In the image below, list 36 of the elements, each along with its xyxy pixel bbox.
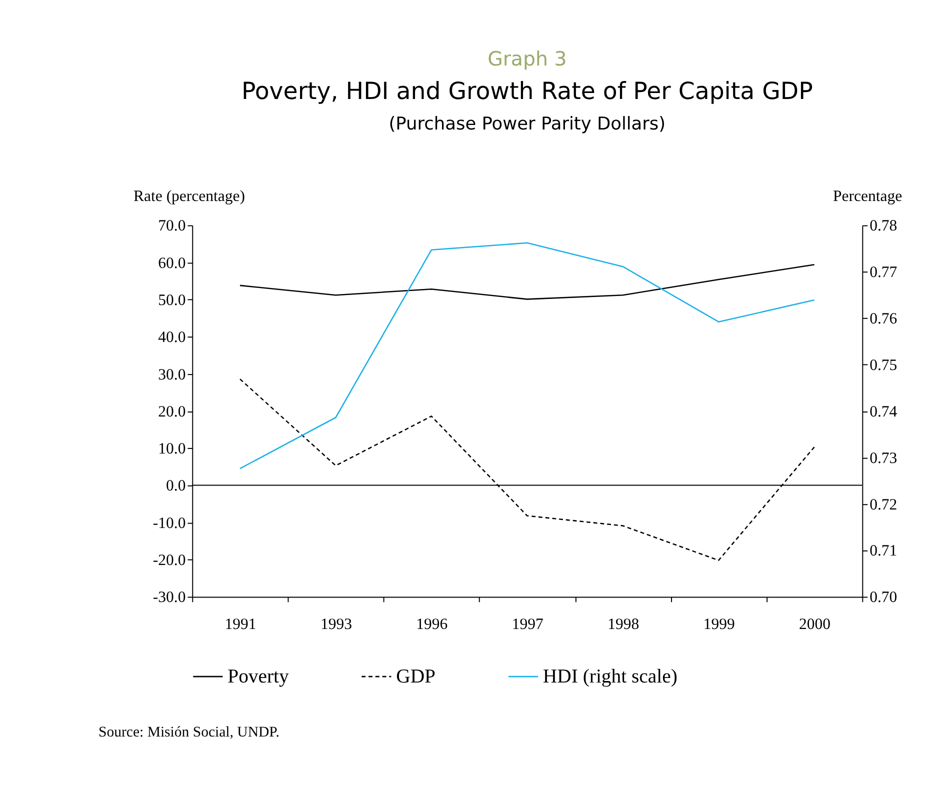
y-tick-label: 30.0: [158, 366, 186, 384]
x-tick-label: 1991: [224, 616, 256, 633]
y2-tick-label: 0.71: [870, 542, 898, 560]
x-tick-label: 2000: [799, 616, 831, 633]
y2-tick-label: 0.76: [870, 310, 898, 328]
y2-axis-title: Percentage: [832, 188, 902, 206]
y-tick-label: 20.0: [158, 403, 186, 420]
chart-title: Poverty, HDI and Growth Rate of Per Capita GDP: [241, 77, 813, 106]
y2-tick-label: 0.77: [870, 264, 898, 282]
legend-label: Poverty: [228, 665, 290, 688]
y2-tick-label: 0.73: [870, 450, 898, 467]
y2-tick-label: 0.72: [870, 496, 898, 514]
y-tick-label: 60.0: [158, 254, 186, 272]
y2-tick-label: 0.78: [870, 218, 898, 235]
y-tick-label: 50.0: [158, 292, 186, 309]
y-tick-label: 70.0: [158, 218, 186, 235]
x-tick-label: 1993: [320, 616, 352, 633]
source-note: Source: Misión Social, UNDP.: [98, 724, 280, 741]
y2-tick-label: 0.74: [870, 403, 898, 420]
x-tick-label: 1999: [703, 616, 735, 633]
y2-tick-label: 0.70: [870, 589, 898, 606]
x-tick-label: 1997: [512, 616, 544, 633]
y2-tick-label: 0.75: [870, 356, 898, 374]
y-tick-label: -20.0: [152, 552, 186, 570]
caption: Graph 3: [488, 48, 567, 71]
y-tick-label: 40.0: [158, 329, 186, 346]
legend-label: GDP: [396, 665, 436, 688]
y-tick-label: 10.0: [158, 440, 186, 458]
chart-subtitle: (Purchase Power Parity Dollars): [388, 114, 666, 135]
y-axis-title: Rate (percentage): [134, 188, 246, 206]
y-tick-label: -30.0: [152, 589, 186, 606]
y-tick-label: 0.0: [166, 478, 186, 495]
x-tick-label: 1998: [608, 616, 640, 633]
y-tick-label: -10.0: [152, 514, 186, 532]
x-tick-label: 1996: [416, 616, 448, 633]
legend-label: HDI (right scale): [542, 665, 678, 688]
